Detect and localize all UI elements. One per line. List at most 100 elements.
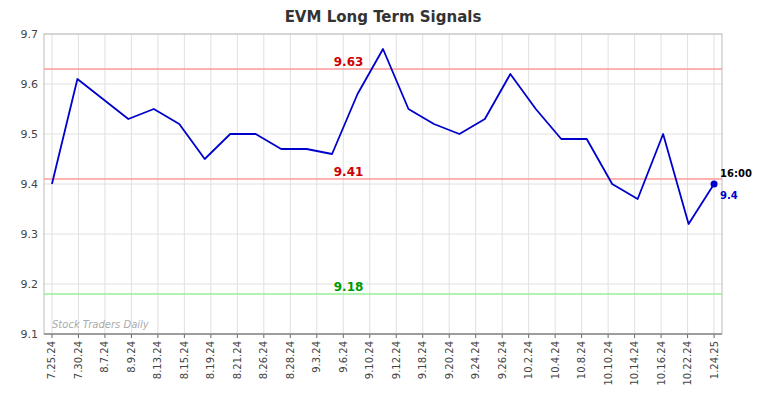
reference-line-label: 9.41 <box>334 165 364 179</box>
x-tick-label: 10.8.24 <box>576 341 587 379</box>
x-tick <box>396 334 397 338</box>
x-tick-label: 8.26.24 <box>258 341 269 379</box>
x-tick-label: 7.30.24 <box>73 341 84 379</box>
x-grid-line <box>581 34 582 334</box>
x-tick <box>51 334 52 338</box>
x-tick <box>714 334 715 338</box>
title: EVM Long Term Signals <box>285 8 482 26</box>
x-tick <box>608 334 609 338</box>
y-tick-label: 9.3 <box>21 228 39 241</box>
x-tick-label: 8.13.24 <box>152 341 163 379</box>
y-grid-line <box>44 234 722 235</box>
x-tick-label: 9.20.24 <box>444 341 455 379</box>
x-grid-line <box>290 34 291 334</box>
x-tick-label: 8.7.24 <box>99 341 110 373</box>
x-tick <box>184 334 185 338</box>
x-grid-line <box>237 34 238 334</box>
x-grid-line <box>475 34 476 334</box>
x-tick <box>237 334 238 338</box>
end-value-label: 9.4 <box>720 190 738 201</box>
x-tick <box>502 334 503 338</box>
x-tick <box>316 334 317 338</box>
x-tick-label: 8.19.24 <box>205 341 216 379</box>
x-grid-line <box>687 34 688 334</box>
x-tick-label: 10.22.24 <box>682 341 693 386</box>
end-time-label: 16:00 <box>720 168 752 179</box>
x-axis-line <box>44 334 722 335</box>
line-series <box>52 49 714 224</box>
y-grid-line <box>44 134 722 135</box>
x-tick <box>157 334 158 338</box>
x-tick-label: 9.24.24 <box>470 341 481 379</box>
x-tick-label: 8.9.24 <box>126 341 137 373</box>
x-grid-line <box>555 34 556 334</box>
x-tick <box>528 334 529 338</box>
x-grid-line <box>502 34 503 334</box>
x-grid-line <box>263 34 264 334</box>
x-grid-line <box>131 34 132 334</box>
watermark: Stock Traders Daily <box>52 319 150 330</box>
x-tick <box>422 334 423 338</box>
y-tick-label: 9.4 <box>21 178 39 191</box>
x-tick-label: 9.10.24 <box>364 341 375 379</box>
x-tick <box>661 334 662 338</box>
x-grid-line <box>184 34 185 334</box>
end-point <box>711 181 718 188</box>
x-grid-line <box>369 34 370 334</box>
y-grid-line <box>44 334 722 335</box>
y-grid-line <box>44 284 722 285</box>
y-tick-label: 9.5 <box>21 128 39 141</box>
x-tick-label: 8.15.24 <box>179 341 190 379</box>
x-tick <box>475 334 476 338</box>
x-grid-line <box>449 34 450 334</box>
x-tick <box>369 334 370 338</box>
reference-line-label: 9.63 <box>334 55 364 69</box>
x-tick-label: 8.28.24 <box>285 341 296 379</box>
x-tick <box>131 334 132 338</box>
y-tick-label: 9.6 <box>21 78 39 91</box>
x-tick <box>290 334 291 338</box>
x-grid-line <box>528 34 529 334</box>
chart: EVM Long Term Signals 9.1 9.2 9.3 9.4 9.5 9.6 9… <box>0 0 784 398</box>
y-tick-label: 9.2 <box>21 278 39 291</box>
reference-line <box>44 68 722 70</box>
x-grid-line <box>104 34 105 334</box>
x-tick <box>555 334 556 338</box>
x-tick-label: 9.6.24 <box>338 341 349 373</box>
plot-frame <box>44 34 722 334</box>
reference-line <box>44 178 722 180</box>
x-tick <box>210 334 211 338</box>
x-grid-line <box>634 34 635 334</box>
y-tick-label: 9.7 <box>21 28 39 41</box>
x-grid-line <box>661 34 662 334</box>
x-tick <box>634 334 635 338</box>
x-grid-line <box>157 34 158 334</box>
x-tick <box>104 334 105 338</box>
y-grid-line <box>44 84 722 85</box>
x-tick-label: 8.21.24 <box>232 341 243 379</box>
x-tick <box>78 334 79 338</box>
x-tick-label: 1.24.25 <box>709 341 720 379</box>
x-grid-line <box>210 34 211 334</box>
x-tick-label: 9.12.24 <box>391 341 402 379</box>
reference-line-label: 9.18 <box>334 280 364 294</box>
y-grid-line <box>44 184 722 185</box>
x-tick-label: 7.25.24 <box>46 341 57 379</box>
y-tick-label: 9.1 <box>21 328 39 341</box>
x-tick-label: 9.26.24 <box>497 341 508 379</box>
reference-line <box>44 293 722 295</box>
x-tick <box>581 334 582 338</box>
x-tick <box>449 334 450 338</box>
x-tick <box>687 334 688 338</box>
x-tick-label: 9.3.24 <box>311 341 322 373</box>
x-tick-label: 10.14.24 <box>629 341 640 386</box>
x-grid-line <box>608 34 609 334</box>
x-tick-label: 10.16.24 <box>656 341 667 386</box>
x-tick <box>343 334 344 338</box>
x-tick-label: 10.2.24 <box>523 341 534 379</box>
grid <box>44 34 722 334</box>
x-tick-label: 9.18.24 <box>417 341 428 379</box>
x-tick-label: 10.4.24 <box>550 341 561 379</box>
x-tick <box>263 334 264 338</box>
x-grid-line <box>422 34 423 334</box>
